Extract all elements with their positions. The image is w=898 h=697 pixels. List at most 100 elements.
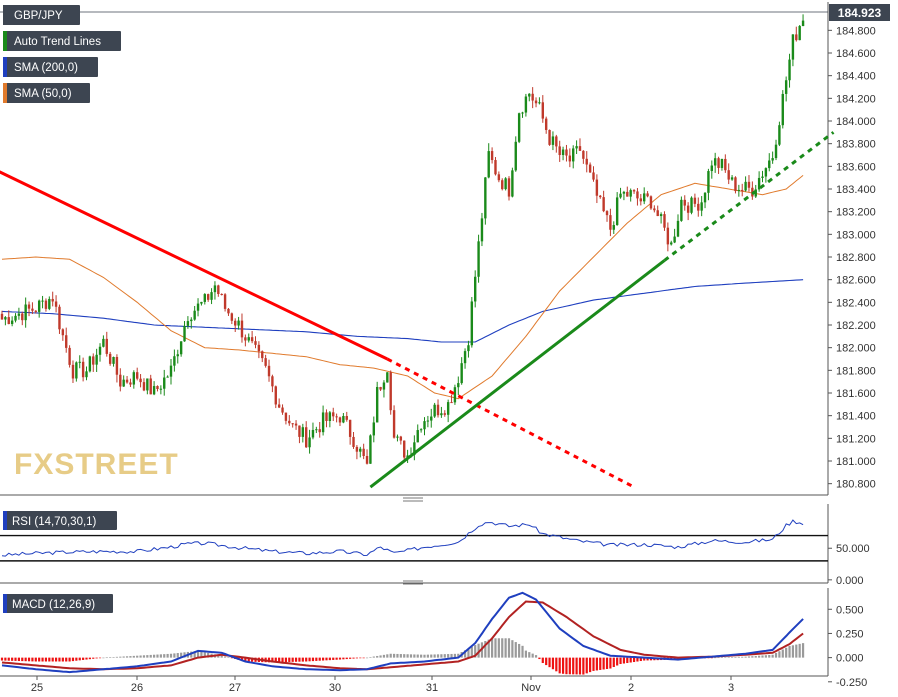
macd-histogram-bar (88, 657, 91, 660)
candle (257, 341, 261, 359)
candle (541, 95, 544, 123)
candle (78, 355, 81, 369)
macd-y-axis: 0.500 0.250 0.000 -0.250 (828, 604, 867, 689)
macd-histogram-bar (801, 643, 805, 658)
candle (470, 297, 474, 348)
candle (713, 152, 717, 173)
macd-lines (1, 591, 804, 674)
candle (183, 321, 186, 342)
candle (730, 175, 734, 181)
macd-histogram-bar (386, 654, 389, 658)
macd-histogram-bar (247, 657, 250, 662)
macd-histogram-bar (392, 653, 396, 658)
candle (250, 330, 254, 344)
candle (254, 336, 257, 349)
candle (152, 381, 156, 396)
last-price-badge-bg (829, 4, 890, 21)
candle (426, 415, 430, 428)
macd-histogram-bar (369, 657, 372, 658)
candle (558, 140, 561, 162)
candle (24, 297, 27, 328)
macd-histogram-bar (409, 654, 413, 658)
macd-histogram-bar (342, 657, 345, 660)
candle (369, 434, 372, 464)
macd-histogram-bar (227, 657, 230, 658)
candle (467, 340, 470, 358)
macd-histogram-bar (484, 640, 487, 658)
macd-histogram-bar (423, 654, 426, 658)
candle (477, 234, 480, 283)
candle (720, 158, 724, 171)
rsi-legend: RSI (14,70,30,1) (3, 511, 117, 530)
macd-histogram-bar (538, 657, 541, 660)
macd-histogram-bar (31, 657, 34, 662)
macd-histogram-bar (159, 654, 162, 658)
panel-resize-handle-1[interactable] (403, 497, 423, 502)
candle (747, 175, 751, 192)
price-tick-label: 182.800 (836, 252, 876, 264)
candle (10, 316, 14, 327)
price-tick-label: 184.200 (836, 93, 876, 105)
candle (122, 375, 125, 387)
candle (615, 192, 619, 226)
candle (676, 214, 680, 238)
macd-histogram-bar (528, 652, 531, 658)
candle (88, 355, 92, 373)
price-tick-label: 181.400 (836, 411, 876, 423)
macd-histogram-bar (274, 657, 277, 663)
candle (348, 419, 352, 445)
candle (774, 139, 778, 161)
macd-histogram-bar (551, 657, 555, 670)
candle (54, 295, 58, 313)
price-tick-label: 183.200 (836, 207, 876, 219)
candle (609, 208, 612, 237)
candle (480, 212, 484, 247)
candle (237, 316, 240, 330)
candle (521, 111, 524, 118)
trend-line-projection (663, 131, 835, 262)
macd-histogram-bar (288, 657, 291, 662)
macd-histogram-bar (115, 656, 119, 658)
candle (41, 295, 44, 309)
candle (234, 318, 237, 333)
rsi-line (1, 519, 804, 557)
macd-histogram-bar (710, 657, 713, 659)
candle (673, 228, 676, 244)
candle (555, 134, 558, 153)
candle (14, 313, 17, 323)
macd-histogram-bar (176, 653, 179, 658)
candle (683, 195, 686, 211)
macd-legend-label: MACD (12,26,9) (12, 599, 95, 611)
macd-histogram-bar (433, 654, 436, 658)
rsi-legend-label: RSI (14,70,30,1) (12, 516, 97, 528)
macd-histogram-bar (785, 647, 788, 658)
candle (710, 160, 713, 179)
macd-histogram-bar (457, 653, 460, 658)
candle (173, 349, 176, 372)
macd-histogram-bar (166, 653, 169, 658)
macd-histogram-bar (271, 657, 274, 663)
legend-label: Auto Trend Lines (14, 36, 101, 48)
macd-histogram-bar (220, 655, 223, 658)
candle (34, 310, 37, 314)
macd-histogram-bar (447, 654, 450, 658)
candle (284, 412, 288, 425)
macd-histogram-bar (203, 652, 206, 658)
candle (163, 369, 166, 396)
macd-histogram-bar (724, 657, 727, 658)
price-tick-label: 184.800 (836, 25, 876, 37)
macd-histogram-bar (95, 657, 98, 659)
candle (217, 284, 220, 297)
candle (544, 116, 548, 134)
candle (179, 341, 183, 357)
macd-histogram-bar (24, 657, 27, 662)
macd-histogram-bar (781, 649, 784, 658)
macd-histogram-bar (207, 652, 210, 658)
candle (206, 293, 210, 302)
candle (227, 307, 230, 316)
panel-resize-handle-2[interactable] (403, 580, 423, 585)
macd-histogram-bar (278, 657, 281, 663)
macd-histogram-bar (389, 653, 392, 658)
candle (632, 189, 636, 194)
candle (65, 327, 68, 353)
